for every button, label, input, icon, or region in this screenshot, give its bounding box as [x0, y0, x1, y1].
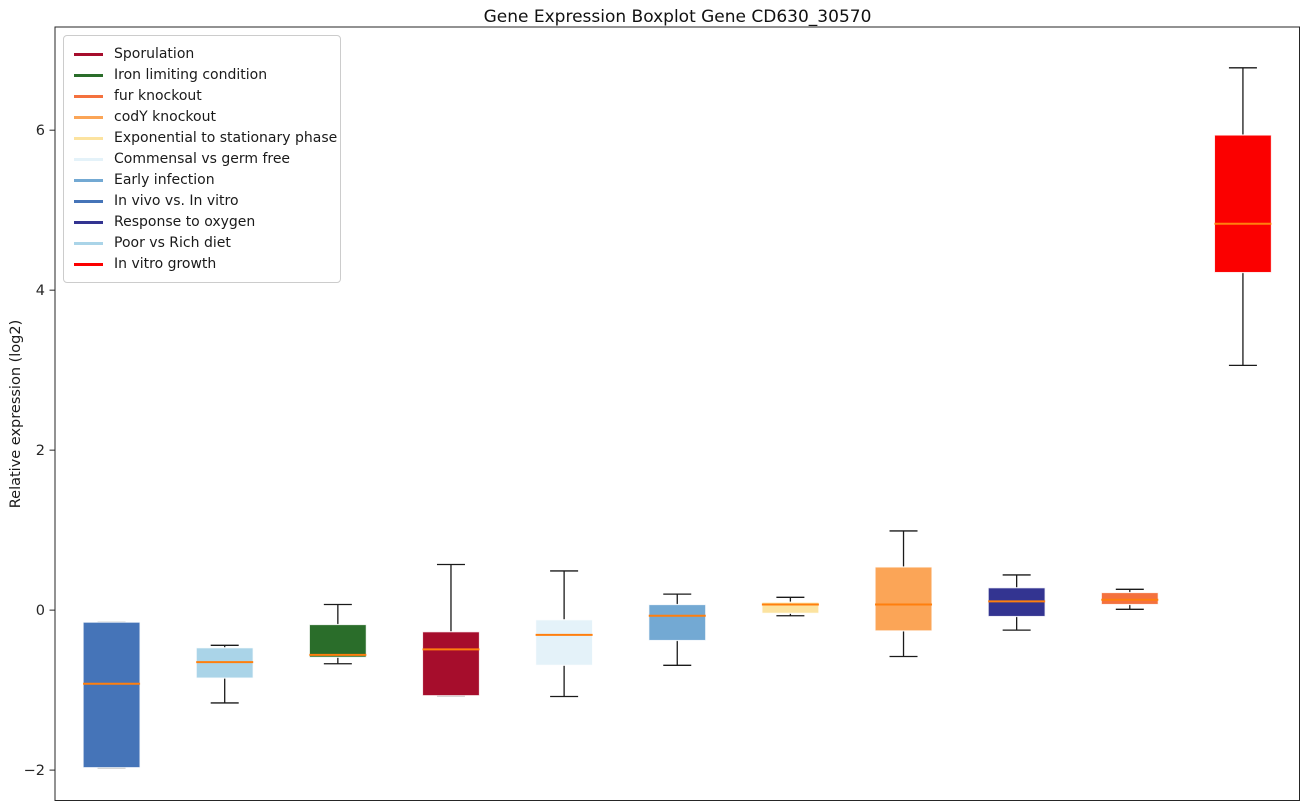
y-tick-label: 6	[36, 123, 45, 139]
legend-color-swatch	[74, 221, 103, 224]
legend-item-iron-limiting-condition: Iron limiting condition	[74, 65, 330, 86]
y-tick-label: 0	[36, 603, 45, 619]
legend-item-label: Commensal vs germ free	[114, 151, 291, 167]
legend-color-swatch	[74, 137, 103, 140]
boxplot-box	[1213, 134, 1273, 274]
legend-item-label: Iron limiting condition	[114, 67, 268, 83]
legend-item-response-to-oxygen: Response to oxygen	[74, 212, 330, 233]
legend-item-cody-knockout: codY knockout	[74, 107, 330, 128]
y-tick-label: −2	[24, 763, 45, 779]
boxplot-box	[761, 601, 820, 614]
legend-item-label: Exponential to stationary phase	[114, 130, 338, 146]
legend-item-label: Early infection	[114, 172, 215, 188]
y-axis-label: Relative expression (log2)	[8, 319, 24, 509]
legend-color-swatch	[74, 263, 103, 266]
legend-item-sporulation: Sporulation	[74, 44, 330, 65]
legend-item-label: codY knockout	[114, 109, 216, 125]
legend-item-label: fur knockout	[114, 88, 202, 104]
legend-color-swatch	[74, 158, 103, 161]
boxplot-box	[648, 603, 707, 642]
legend-color-swatch	[74, 200, 103, 203]
legend-item-early-infection: Early infection	[74, 170, 330, 191]
y-tick-label: 4	[36, 283, 45, 299]
legend-color-swatch	[74, 179, 103, 182]
boxplot-box	[1100, 591, 1159, 606]
legend-item-label: In vivo vs. In vitro	[114, 193, 239, 209]
legend-color-swatch	[74, 95, 103, 98]
y-tick-label: 2	[36, 443, 45, 459]
legend-item-poor-vs-rich-diet: Poor vs Rich diet	[74, 233, 330, 254]
legend-item-fur-knockout: fur knockout	[74, 86, 330, 107]
boxplot-box	[535, 619, 594, 666]
legend-item-label: Sporulation	[114, 46, 195, 62]
legend-color-swatch	[74, 53, 103, 56]
legend-item-exponential-to-stationary-phase: Exponential to stationary phase	[74, 128, 337, 149]
legend-color-swatch	[74, 116, 103, 119]
boxplot-box	[874, 566, 933, 632]
legend-item-in-vivo-vs-in-vitro: In vivo vs. In vitro	[74, 191, 330, 212]
boxplot-box	[82, 621, 141, 769]
boxplot-box	[421, 631, 481, 697]
legend-item-in-vitro-growth: In vitro growth	[74, 254, 330, 275]
chart-title: Gene Expression Boxplot Gene CD630_30570	[483, 7, 872, 27]
legend-item-label: Response to oxygen	[114, 214, 256, 230]
legend-item-label: In vitro growth	[114, 256, 217, 272]
legend-item-label: Poor vs Rich diet	[114, 235, 231, 251]
boxplot-box	[308, 623, 367, 658]
legend-color-swatch	[74, 242, 103, 245]
legend-item-commensal-vs-germ-free: Commensal vs germ free	[74, 149, 330, 170]
plot-frame	[54, 26, 1300, 801]
legend-color-swatch	[74, 74, 103, 77]
legend: Sporulation Iron limiting condition fur kn…	[63, 35, 341, 283]
